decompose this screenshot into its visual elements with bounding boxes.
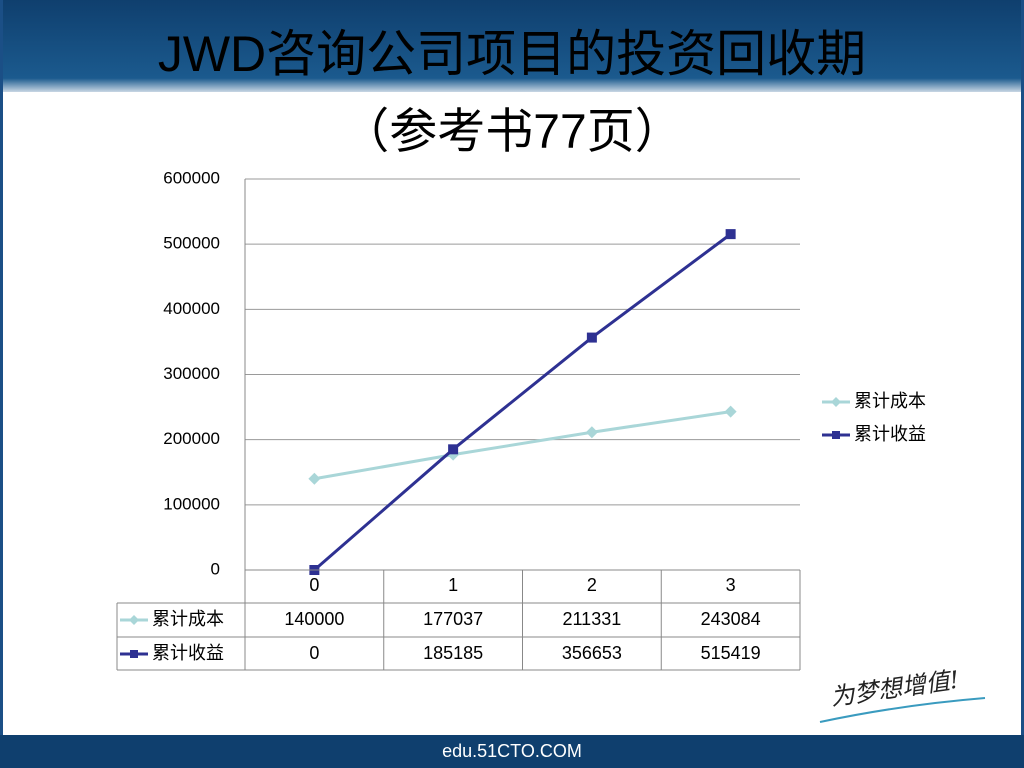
- y-tick-label: 300000: [163, 364, 220, 383]
- y-tick-label: 500000: [163, 234, 220, 253]
- legend-label: 累计收益: [854, 424, 926, 444]
- x-tick-label: 0: [309, 575, 319, 595]
- table-value: 515419: [701, 643, 761, 663]
- marker: [725, 229, 736, 240]
- marker: [308, 472, 321, 485]
- table-row-label: 累计成本: [152, 609, 224, 629]
- y-tick-label: 600000: [163, 168, 220, 187]
- footer-text: edu.51CTO.COM: [442, 741, 582, 761]
- left-border: [0, 0, 3, 768]
- series-line: [313, 232, 732, 572]
- y-tick-label: 200000: [163, 429, 220, 448]
- table-value: 0: [309, 643, 319, 663]
- table-value: 211331: [563, 609, 622, 629]
- series-line: [314, 410, 731, 481]
- marker: [130, 650, 138, 658]
- footer-band: [0, 735, 1024, 768]
- x-tick-label: 1: [448, 575, 458, 595]
- table-value: 243084: [701, 609, 761, 629]
- y-tick-label: 400000: [163, 299, 220, 318]
- table-value: 140000: [284, 609, 344, 629]
- marker: [586, 332, 597, 343]
- table-value: 356653: [562, 643, 622, 663]
- marker: [832, 431, 840, 439]
- marker: [831, 397, 841, 407]
- legend-label: 累计成本: [854, 391, 926, 411]
- table-value: 177037: [423, 609, 483, 629]
- table-row-label: 累计收益: [152, 643, 224, 663]
- right-border: [1021, 0, 1024, 768]
- chart-subtitle: （参考书77页）: [341, 106, 682, 159]
- marker: [129, 615, 139, 625]
- marker: [585, 426, 598, 439]
- marker: [724, 405, 737, 418]
- y-tick-label: 0: [211, 559, 220, 578]
- slogan-underline: [819, 697, 986, 723]
- marker: [448, 444, 459, 455]
- x-tick-label: 2: [587, 575, 597, 595]
- chart-title: JWD咨询公司项目的投资回收期: [158, 26, 866, 82]
- y-tick-label: 100000: [163, 494, 220, 513]
- header-band: [0, 0, 1024, 92]
- x-tick-label: 3: [726, 575, 736, 595]
- table-value: 185185: [423, 643, 483, 663]
